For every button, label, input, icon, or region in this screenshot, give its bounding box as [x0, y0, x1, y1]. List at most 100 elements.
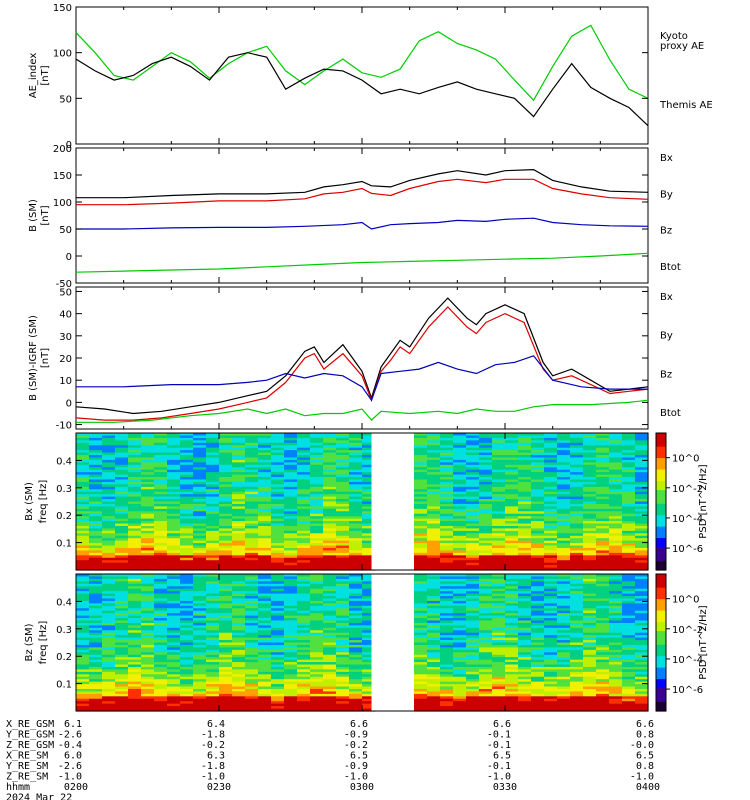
- spectrogram-cell: [557, 474, 571, 478]
- spectrogram-cell: [479, 598, 493, 602]
- colorbar-segment: [656, 503, 666, 507]
- spectrogram-cell: [167, 447, 181, 451]
- spectrogram-cell: [115, 447, 129, 451]
- spectrogram-cell: [622, 693, 636, 697]
- spectrogram-cell: [258, 484, 272, 488]
- spectrogram-cell: [492, 676, 506, 680]
- spectrogram-cell: [583, 703, 597, 707]
- spectrogram-cell: [414, 591, 428, 595]
- spectrogram-cell: [284, 632, 298, 636]
- spectrogram-cell: [115, 615, 129, 619]
- spectrogram-cell: [141, 477, 155, 481]
- spectrogram-cell: [141, 681, 155, 685]
- spectrogram-cell: [258, 666, 272, 671]
- spectrogram-cell: [492, 642, 506, 646]
- spectrogram-cell: [622, 489, 636, 493]
- spectrogram-cell: [635, 618, 649, 622]
- spectrogram-cell: [76, 666, 90, 671]
- spectrogram-cell: [609, 506, 623, 510]
- spectrogram-cell: [102, 501, 116, 505]
- spectrogram-cell: [596, 613, 610, 617]
- spectrogram-cell: [479, 593, 493, 597]
- spectrogram-cell: [362, 632, 376, 636]
- spectrogram-cell: [531, 681, 545, 685]
- spectrogram-cell: [167, 664, 181, 668]
- spectrogram-cell: [323, 491, 337, 495]
- spectrogram-cell: [336, 630, 350, 634]
- spectrogram-cell: [219, 679, 233, 683]
- spectrogram-cell: [596, 523, 610, 527]
- spectrogram-cell: [297, 513, 311, 517]
- spectrogram-cell: [479, 447, 493, 451]
- spectrogram-cell: [284, 503, 298, 507]
- spectrogram-cell: [466, 613, 480, 617]
- spectrogram-cell: [427, 474, 441, 478]
- spectrogram-cell: [518, 467, 532, 471]
- spectrogram-cell: [232, 615, 246, 619]
- spectrogram-cell: [245, 557, 259, 561]
- spectrogram-cell: [284, 669, 298, 673]
- spectrogram-cell: [349, 701, 363, 705]
- spectrogram-cell: [362, 567, 376, 571]
- spectrogram-cell: [531, 494, 545, 498]
- spectrogram-cell: [115, 691, 129, 695]
- spectrogram-cell: [89, 516, 103, 520]
- spectrogram-cell: [219, 435, 233, 439]
- spectrogram-cell: [583, 578, 597, 582]
- spectrogram-cell: [336, 486, 350, 490]
- spectrogram-cell: [245, 576, 259, 580]
- spectrogram-cell: [466, 491, 480, 495]
- spectrogram-cell: [596, 581, 610, 585]
- spectrogram-cell: [297, 552, 311, 556]
- spectrogram-cell: [479, 477, 493, 481]
- spectrogram-cell: [297, 659, 311, 663]
- spectrogram-cell: [128, 574, 142, 578]
- spectrogram-cell: [427, 701, 441, 705]
- spectrogram-cell: [232, 457, 246, 461]
- spectrogram-cell: [479, 686, 493, 690]
- spectrogram-cell: [609, 445, 623, 449]
- spectrogram-cell: [583, 591, 597, 595]
- spectrogram-cell: [544, 684, 558, 688]
- spectrogram-cell: [583, 698, 597, 702]
- spectrogram-cell: [557, 669, 571, 673]
- spectrogram-cell: [180, 528, 194, 532]
- spectrogram-cell: [609, 518, 623, 522]
- spectrogram-cell: [193, 644, 207, 648]
- colorbar-label: PSD [nT^2/Hz]: [698, 464, 709, 538]
- spectrogram-cell: [531, 691, 545, 695]
- spectrogram-cell: [206, 474, 220, 478]
- spectrogram-cell: [531, 452, 545, 456]
- spectrogram-cell: [336, 516, 350, 520]
- spectrogram-cell: [544, 574, 558, 578]
- spectrogram-cell: [518, 620, 532, 624]
- spectrogram-cell: [76, 464, 90, 468]
- spectrogram-cell: [453, 457, 467, 461]
- spectrogram-cell: [609, 499, 623, 503]
- spectrogram-cell: [271, 518, 285, 522]
- spectrogram-cell: [284, 516, 298, 520]
- spectrogram-cell: [154, 491, 168, 495]
- spectrogram-cell: [479, 547, 493, 552]
- spectrogram-cell: [271, 649, 285, 653]
- spectrogram-cell: [284, 640, 298, 644]
- colorbar-segment: [656, 533, 666, 537]
- spectrogram-cell: [271, 538, 285, 542]
- spectrogram-cell: [115, 450, 129, 454]
- spectrogram-cell: [154, 489, 168, 493]
- spectrogram-cell: [466, 679, 480, 683]
- spectrogram-cell: [414, 538, 428, 542]
- spectrogram-cell: [271, 618, 285, 622]
- spectrogram-cell: [557, 501, 571, 505]
- spectrogram-cell: [180, 703, 194, 707]
- spectrogram-cell: [414, 627, 428, 631]
- spectrogram-cell: [414, 530, 428, 534]
- spectrogram-cell: [219, 618, 233, 622]
- spectrogram-cell: [492, 600, 506, 604]
- spectrogram-cell: [232, 625, 246, 629]
- spectrogram-cell: [583, 598, 597, 602]
- spectrogram-cell: [89, 701, 103, 705]
- spectrogram-cell: [492, 565, 506, 569]
- spectrogram-cell: [284, 603, 298, 607]
- spectrogram-cell: [141, 659, 155, 663]
